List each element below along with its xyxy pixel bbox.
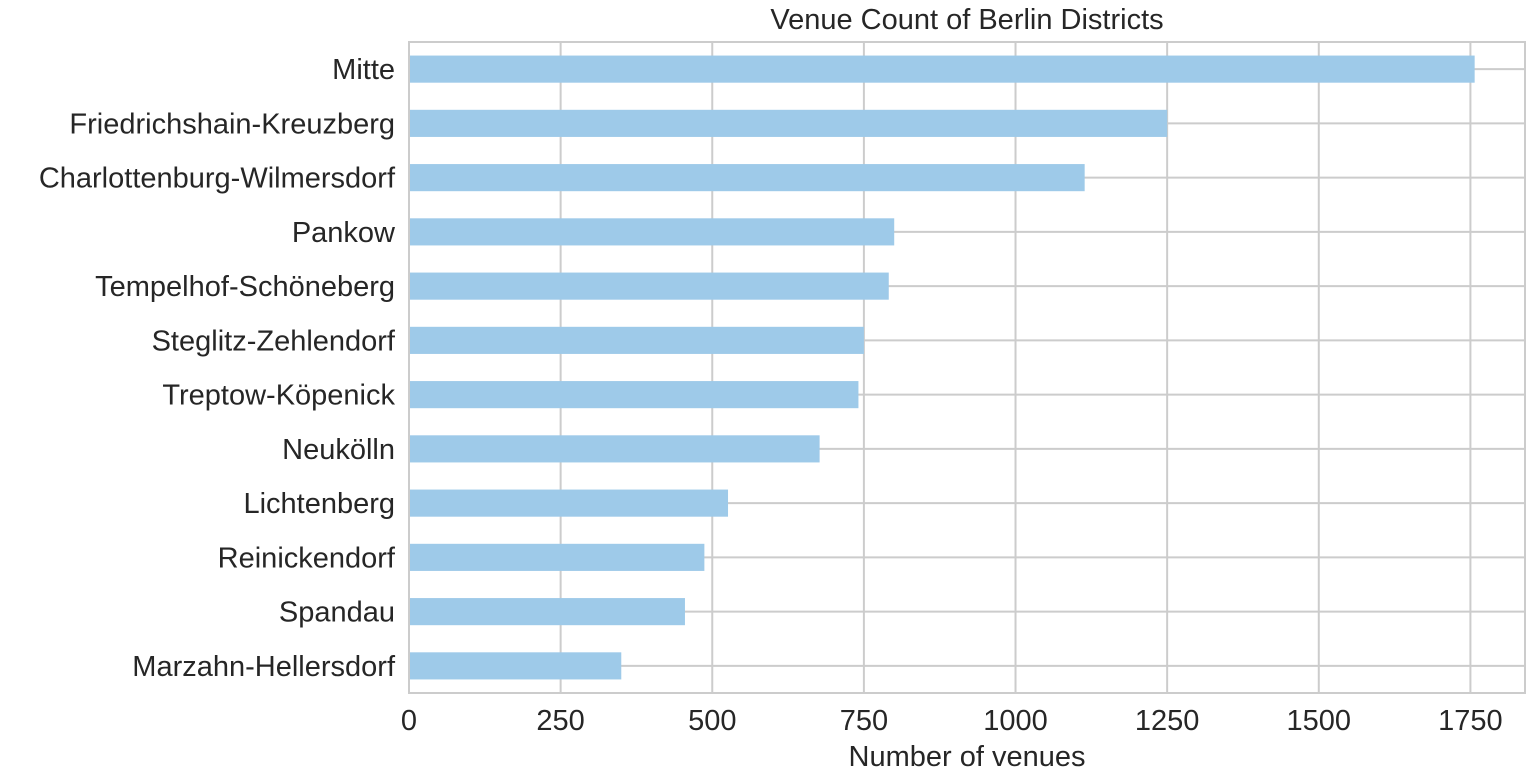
bar [409,652,622,680]
x-tick-label: 1250 [1135,705,1200,737]
y-tick-label: Neukölln [282,434,395,466]
y-tick-label: Lichtenberg [243,488,395,520]
bar [409,543,705,571]
y-tick-label: Spandau [279,597,395,629]
bar [409,109,1168,137]
bar [409,218,895,246]
bar [409,489,729,517]
chart-title: Venue Count of Berlin Districts [770,4,1163,36]
y-tick-label: Treptow-Köpenick [162,380,395,412]
x-tick-label: 250 [536,705,584,737]
x-tick-label: 500 [688,705,736,737]
y-tick-label: Marzahn-Hellersdorf [132,651,396,683]
bars [409,55,1475,680]
plot-frame [408,41,1526,694]
y-tick-label: Reinickendorf [218,542,396,574]
y-tick-label: Tempelhof-Schöneberg [95,271,395,303]
x-tick-label: 1750 [1438,705,1503,737]
y-tick-label: Steglitz-Zehlendorf [152,325,396,357]
gridlines [408,42,1525,693]
y-tick-label: Friedrichshain-Kreuzberg [69,108,395,140]
bar [409,164,1085,192]
y-tick-label: Charlottenburg-Wilmersdorf [39,163,396,195]
bar [409,326,864,354]
x-tick-labels: 0 250 500 750 1000 1250 1500 1750 [401,705,1503,737]
bar [409,55,1475,83]
x-axis-label: Number of venues [849,741,1086,772]
x-tick-label: 1500 [1287,705,1352,737]
bar [409,381,859,409]
bar [409,598,685,626]
y-tick-labels: Mitte Friedrichshain-Kreuzberg Charlottenb… [39,54,396,683]
bar [409,435,820,463]
x-tick-label: 1000 [983,705,1048,737]
bar [409,272,889,300]
x-tick-label: 0 [401,705,417,737]
y-tick-label: Pankow [292,217,396,249]
y-tick-label: Mitte [332,54,395,86]
x-tick-label: 750 [840,705,888,737]
